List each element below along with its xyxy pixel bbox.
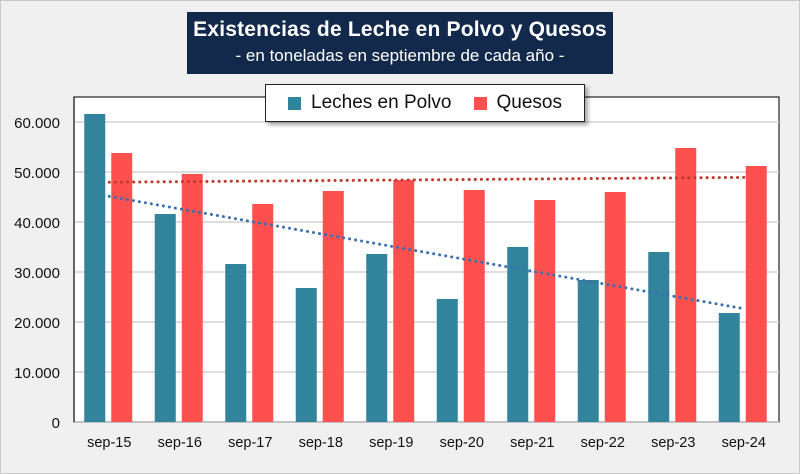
bar-quesos bbox=[393, 180, 415, 422]
legend-label-quesos: Quesos bbox=[496, 92, 562, 113]
bar-quesos bbox=[111, 153, 133, 422]
bar-quesos bbox=[322, 191, 344, 422]
bar-leches bbox=[718, 313, 740, 422]
chart-title: Existencias de Leche en Polvo y Quesos bbox=[193, 18, 607, 41]
trendline-quesos bbox=[107, 175, 746, 184]
y-tick-label: 40.000 bbox=[14, 215, 60, 232]
bar-quesos bbox=[745, 166, 767, 422]
x-tick-label: sep-15 bbox=[87, 435, 131, 451]
title-box: Existencias de Leche en Polvo y Quesos -… bbox=[187, 12, 613, 74]
bar-quesos bbox=[463, 190, 485, 422]
bar-quesos bbox=[675, 148, 697, 422]
bars bbox=[84, 114, 767, 422]
x-tick-label: sep-20 bbox=[440, 435, 484, 451]
x-tick-label: sep-22 bbox=[581, 435, 625, 451]
legend-swatch-leches bbox=[288, 96, 301, 110]
y-axis-ticks: 0 10.000 20.000 30.000 40.000 50.000 60.000 bbox=[14, 115, 60, 432]
bar-leches bbox=[295, 288, 317, 422]
trendlines bbox=[107, 175, 746, 311]
x-tick-label: sep-19 bbox=[369, 435, 413, 451]
bar-leches bbox=[648, 252, 670, 422]
trendline-leches bbox=[107, 194, 746, 311]
y-tick-label: 60.000 bbox=[14, 115, 60, 132]
bar-leches bbox=[366, 254, 388, 422]
y-tick-label: 30.000 bbox=[14, 265, 60, 282]
bar-leches bbox=[84, 114, 106, 422]
y-tick-label: 50.000 bbox=[14, 165, 60, 182]
y-tick-label: 10.000 bbox=[14, 365, 60, 382]
bar-quesos bbox=[534, 200, 556, 422]
x-tick-label: sep-23 bbox=[651, 435, 695, 451]
x-tick-label: sep-24 bbox=[722, 435, 766, 451]
plot-area bbox=[73, 96, 780, 423]
legend-label-leches: Leches en Polvo bbox=[311, 92, 452, 113]
legend-swatch-quesos bbox=[473, 96, 487, 110]
legend-item-leches: Leches en Polvo bbox=[288, 92, 452, 114]
x-tick-label: sep-18 bbox=[299, 435, 343, 451]
x-tick-label: sep-16 bbox=[158, 435, 202, 451]
bar-leches bbox=[507, 247, 529, 422]
legend-item-quesos: Quesos bbox=[473, 92, 562, 114]
x-tick-label: sep-17 bbox=[228, 435, 272, 451]
bar-quesos bbox=[181, 174, 203, 422]
bar-quesos bbox=[252, 204, 274, 422]
legend: Leches en Polvo Quesos bbox=[265, 84, 585, 122]
x-tick-label: sep-21 bbox=[510, 435, 554, 451]
bar-leches bbox=[225, 264, 247, 422]
bar-leches bbox=[154, 214, 176, 422]
y-tick-label: 0 bbox=[52, 415, 60, 432]
bar-leches bbox=[577, 280, 599, 422]
x-axis-ticks: sep-15 sep-16 sep-17 sep-18 sep-19 sep-20 sep-… bbox=[87, 435, 766, 451]
bar-leches bbox=[436, 299, 458, 422]
y-tick-label: 20.000 bbox=[14, 315, 60, 332]
bar-quesos bbox=[604, 192, 626, 422]
chart-subtitle: - en toneladas en septiembre de cada año… bbox=[235, 46, 565, 65]
